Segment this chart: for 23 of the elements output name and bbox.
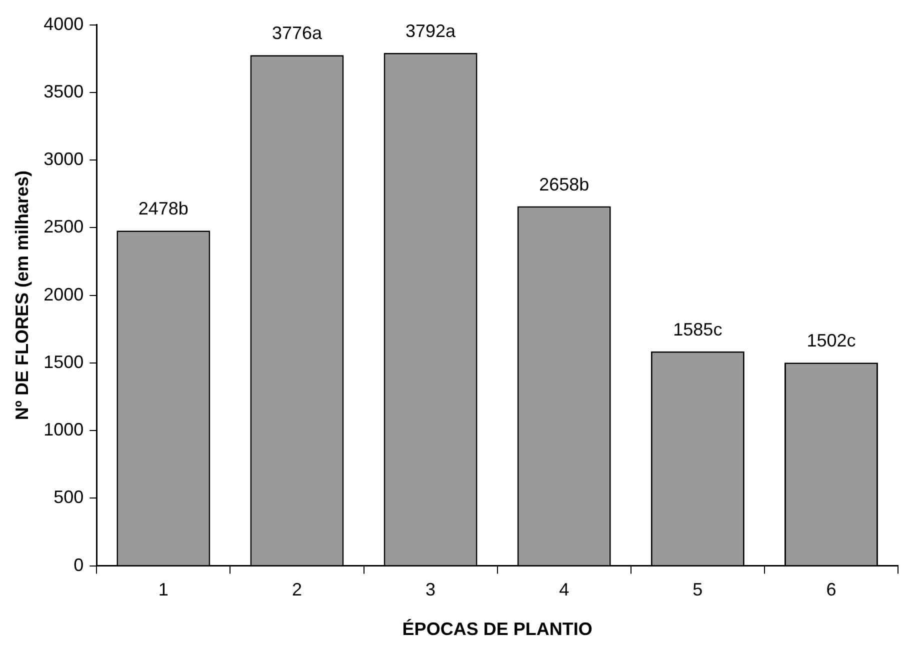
x-tick-label: 2 — [292, 580, 302, 600]
x-tick-label: 1 — [158, 580, 168, 600]
y-axis-title: Nº DE FLORES (em milhares) — [12, 170, 32, 420]
data-label: 1585c — [673, 319, 722, 340]
y-tick-label: 3000 — [44, 149, 84, 170]
y-tick-label: 3500 — [44, 81, 84, 102]
y-tick-label: 1500 — [44, 352, 84, 372]
data-label: 1502c — [806, 330, 856, 351]
data-label: 2658b — [539, 174, 590, 194]
y-tick-label: 500 — [54, 487, 84, 508]
x-tick-label: 5 — [692, 580, 703, 600]
y-tick-label: 1000 — [44, 420, 84, 440]
y-tick-label: 2500 — [44, 216, 84, 237]
x-tick-label: 3 — [426, 580, 436, 600]
y-tick-label: 2000 — [44, 284, 84, 304]
data-label: 3792a — [406, 20, 457, 41]
x-axis-title: ÉPOCAS DE PLANTIO — [402, 619, 592, 640]
data-label: 2478b — [138, 198, 188, 219]
x-tick-label: 6 — [826, 580, 836, 600]
x-tick-label: 4 — [559, 580, 570, 600]
data-label: 3776a — [272, 23, 323, 44]
y-tick-label: 0 — [74, 554, 84, 575]
y-tick-label: 4000 — [44, 14, 84, 34]
